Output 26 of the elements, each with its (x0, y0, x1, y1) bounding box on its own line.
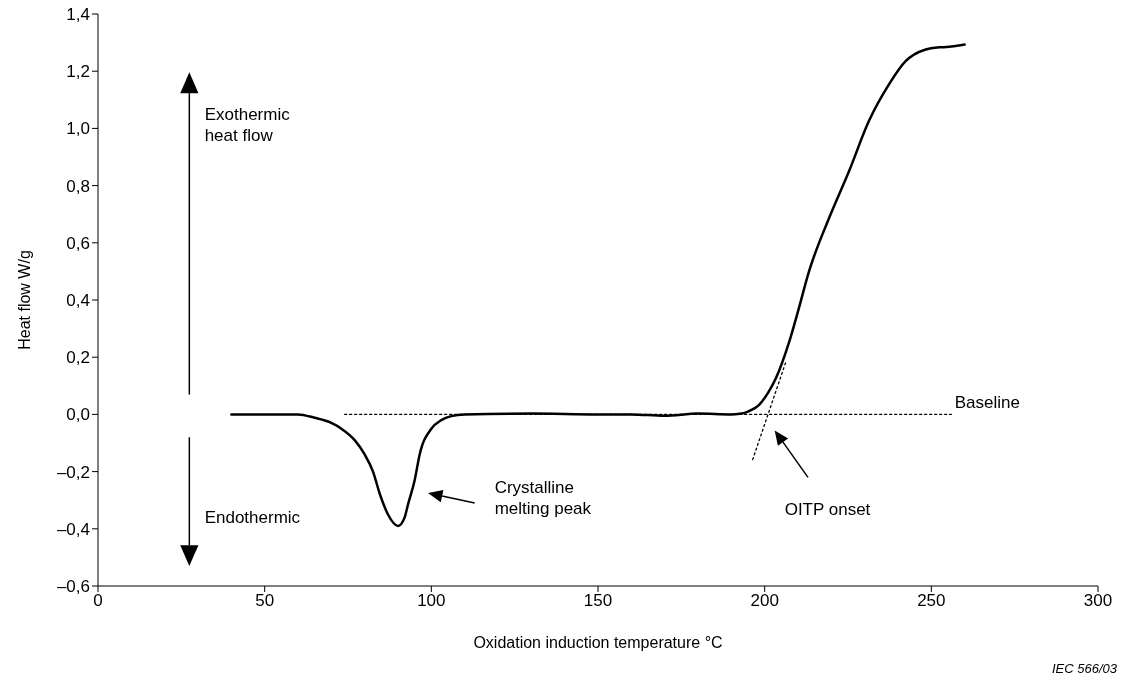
y-tick-label: –0,4 (56, 519, 90, 539)
annotation: Crystalline melting peak (494, 478, 592, 519)
x-tick-label: 250 (917, 591, 946, 611)
x-axis-title: Oxidation induction temperature °C (473, 634, 723, 651)
x-tick-label: 300 (1083, 591, 1113, 611)
text: IEC 566/03 (1051, 661, 1118, 676)
y-tick-label: 0,4 (66, 291, 90, 311)
y-tick-label: 1,0 (66, 119, 90, 139)
y-tick-label: 1,4 (66, 5, 90, 25)
annotation: Baseline (954, 393, 1020, 413)
annotation: Exothermic heat flow (204, 105, 291, 146)
y-tick-label: –0,6 (56, 577, 90, 597)
x-tick-label: 150 (583, 591, 613, 611)
y-tick-label: 0,0 (66, 405, 90, 425)
y-axis-title: Heat flow W/g (15, 250, 33, 350)
y-tick-label: 0,2 (66, 348, 90, 368)
x-tick-label: 100 (417, 591, 446, 611)
annotation: Endothermic (204, 508, 301, 528)
x-tick-label: 0 (93, 591, 103, 611)
x-tick-label: 200 (750, 591, 779, 611)
y-tick-label: 0,8 (66, 176, 90, 196)
annotation: OITP onset (784, 499, 871, 519)
y-tick-label: 1,2 (66, 62, 90, 82)
y-tick-label: 0,6 (66, 233, 90, 253)
y-tick-label: –0,2 (56, 462, 90, 482)
x-tick-label: 50 (255, 591, 275, 611)
